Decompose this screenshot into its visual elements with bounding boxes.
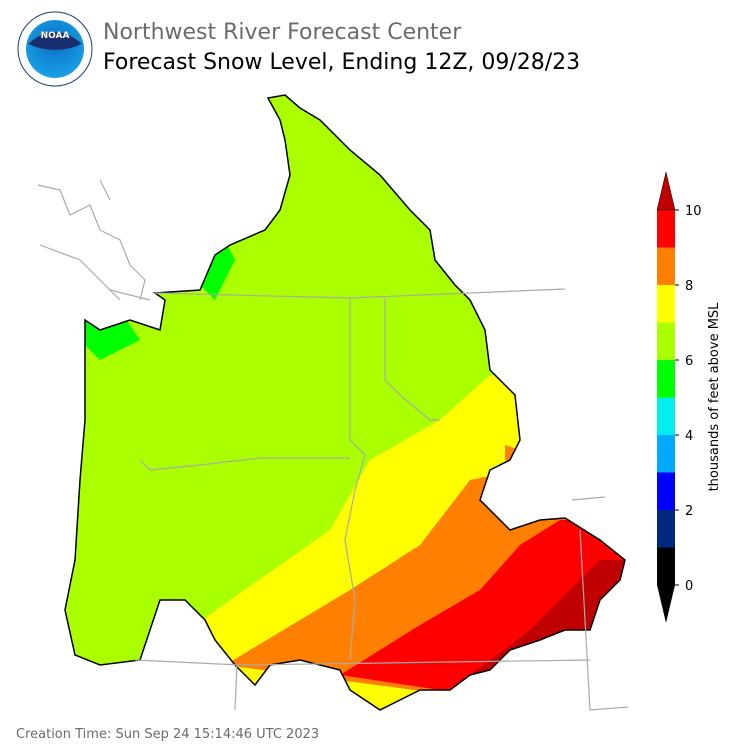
colorbar-segment — [657, 435, 675, 473]
colorbar-segment — [657, 247, 675, 285]
colorbar-over — [656, 171, 676, 211]
colorbar-segment — [657, 322, 675, 360]
colorbar-tick-label: 8 — [685, 279, 693, 294]
colorbar-segment — [657, 285, 675, 323]
colorbar-tick-label: 10 — [685, 204, 702, 219]
colorbar-segment — [657, 547, 675, 585]
colorbar-tick-label: 4 — [685, 429, 693, 444]
colorbar-segment — [657, 210, 675, 248]
organization: Northwest River Forecast Center — [103, 20, 462, 45]
colorbar-segment — [657, 510, 675, 548]
colorbar-tick-label: 2 — [685, 504, 693, 519]
colorbar-segment — [657, 360, 675, 398]
colorbar-label: thousands of feet above MSL — [707, 302, 722, 492]
colorbar-tick-label: 0 — [685, 579, 693, 594]
map-title: Forecast Snow Level, Ending 12Z, 09/28/2… — [103, 50, 581, 75]
creation-time: Creation Time: Sun Sep 24 15:14:46 UTC 2… — [16, 727, 320, 742]
colorbar-segment — [657, 472, 675, 510]
colorbar-under — [657, 585, 675, 623]
svg-text:NOAA: NOAA — [41, 31, 70, 41]
colorbar-tick-label: 6 — [685, 354, 693, 369]
noaa-logo: NOAA — [17, 11, 93, 87]
boundaries — [37, 179, 629, 711]
colorbar-segment — [657, 397, 675, 435]
